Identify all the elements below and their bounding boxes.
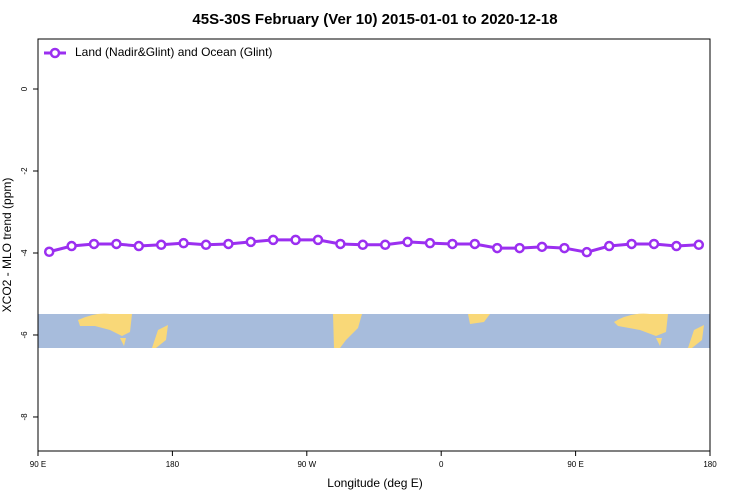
data-point (267, 234, 279, 246)
data-point (514, 242, 525, 254)
data-point (559, 242, 570, 254)
data-point (447, 238, 458, 250)
data-point (626, 238, 637, 250)
data-point (402, 236, 413, 248)
y-axis-label: XCO2 - MLO trend (ppm) (0, 178, 14, 313)
x-tick-label: 180 (703, 460, 717, 469)
data-point (335, 238, 346, 250)
x-tick-label: 90 E (567, 460, 583, 469)
y-tick-label: -8 (20, 413, 29, 421)
data-point (312, 234, 324, 246)
y-tick-label: 0 (20, 86, 29, 91)
plot-frame (37, 38, 711, 452)
data-point (178, 237, 189, 249)
y-tick-label: -6 (20, 331, 29, 339)
data-point (693, 239, 705, 251)
series-line (48, 238, 699, 254)
chart-title: 45S-30S February (Ver 10) 2015-01-01 to … (192, 11, 557, 28)
data-point (43, 246, 55, 258)
data-point (223, 238, 234, 250)
data-point (581, 246, 593, 258)
data-point (671, 240, 682, 252)
legend-marker (49, 47, 61, 59)
x-tick-label: 180 (166, 460, 180, 469)
data-point (424, 237, 436, 249)
data-point (66, 240, 77, 252)
data-point (357, 239, 369, 251)
x-tick-label: 90 W (297, 460, 316, 469)
data-point (88, 238, 100, 250)
legend-label: Land (Nadir&Glint) and Ocean (Glint) (75, 45, 272, 59)
data-point (603, 240, 615, 252)
data-point (491, 242, 503, 254)
data-point (536, 241, 548, 253)
data-point (290, 234, 301, 246)
data-point (155, 239, 167, 251)
y-tick-label: -2 (20, 167, 29, 175)
data-point (133, 240, 145, 252)
x-axis-label: Longitude (deg E) (327, 476, 422, 490)
x-tick-label: 90 E (30, 460, 46, 469)
data-point (379, 239, 391, 251)
data-point (469, 238, 481, 250)
map-strip (38, 313, 710, 348)
x-tick-label: 0 (439, 460, 444, 469)
data-point (648, 238, 660, 250)
data-point (111, 238, 122, 250)
data-point (200, 239, 212, 251)
data-point (245, 236, 257, 248)
y-tick-label: -4 (20, 249, 29, 257)
